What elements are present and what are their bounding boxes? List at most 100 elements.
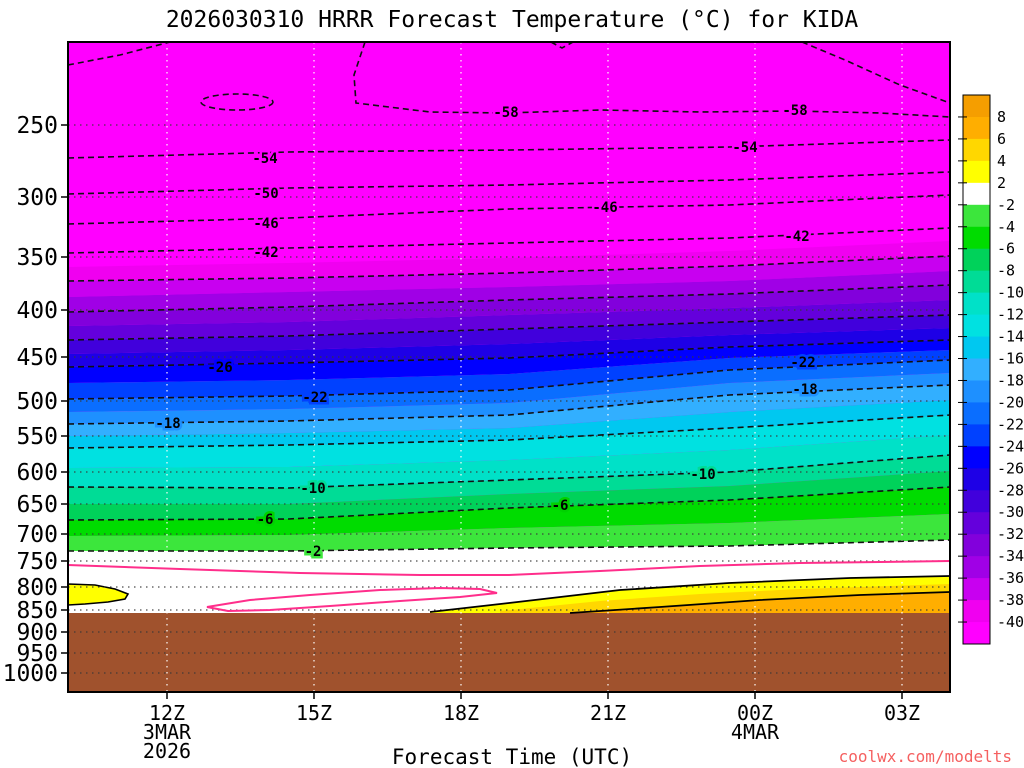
isotherm-line (550, 42, 574, 49)
colorbar-label: -4 (997, 218, 1015, 236)
fill-band (68, 455, 950, 504)
colorbar-segment (963, 95, 990, 118)
isotherm-line (68, 255, 950, 282)
colorbar-segment (963, 424, 990, 447)
contour-label: -22 (302, 390, 327, 406)
x-date-label: 4MAR (731, 720, 780, 744)
colorbar-segment (963, 248, 990, 272)
x-tick-label: 15Z (296, 701, 332, 725)
contour-label: -6 (552, 498, 569, 514)
contour-label: -22 (790, 355, 815, 371)
watermark-link[interactable]: coolwx.com/modelts (838, 747, 1012, 766)
contour-label: -26 (207, 360, 232, 376)
contour-label: -58 (493, 105, 518, 121)
x-tick-label: 21Z (590, 701, 626, 725)
y-tick-label: 250 (16, 113, 58, 139)
isotherm-line (68, 139, 950, 159)
x-tick-label: 12Z (149, 701, 185, 725)
colorbar-segment (963, 512, 990, 535)
colorbar: 8 6 4 2 -2 -4 -6 -8 -10 -12 -14 -16 -18 -20 -22 -24 -26 -… (958, 94, 1024, 645)
isotherm-line (68, 284, 950, 313)
colorbar-segment (963, 182, 990, 206)
isotherm-line (68, 414, 950, 449)
fill-band (68, 487, 950, 536)
isotherm-line-positive (429, 575, 950, 613)
y-tick-label: 550 (16, 424, 58, 450)
contour-label: -50 (253, 186, 278, 202)
freezing-line-pocket (206, 586, 498, 613)
colorbar-segment (963, 490, 990, 513)
ground-fill (68, 613, 950, 692)
contour-label: -18 (792, 382, 817, 398)
x-axis-title: Forecast Time (UTC) (391, 745, 633, 768)
contour-label: -10 (690, 467, 715, 483)
colorbar-segment (963, 204, 990, 228)
y-tick-label: 600 (16, 460, 58, 486)
isotherm-contours (68, 42, 950, 552)
x-tick-label: 00Z (737, 701, 773, 725)
isotherm-line (200, 93, 274, 111)
colorbar-label: -36 (997, 569, 1024, 587)
isotherm-line (68, 171, 950, 195)
contour-label: -54 (732, 140, 757, 156)
colorbar-label: 4 (997, 152, 1006, 170)
contour-label: -6 (257, 512, 274, 528)
colorbar-label: -34 (997, 547, 1024, 565)
y-tick-label: 300 (16, 185, 58, 211)
x-tick-label: 18Z (443, 701, 479, 725)
colorbar-label: -14 (997, 328, 1024, 346)
colorbar-segment (963, 578, 990, 601)
fill-band (68, 271, 950, 312)
warm-lobe-left (68, 583, 130, 606)
contour-label: -42 (253, 245, 278, 261)
isotherm-line-positive (569, 591, 950, 614)
contour-label: -58 (782, 103, 807, 119)
band-6-8C (570, 592, 950, 613)
fill-band (68, 315, 950, 354)
colorbar-segment (963, 358, 990, 381)
y-tick-label: 1000 (3, 661, 58, 687)
colorbar-label: -16 (997, 350, 1024, 368)
isotherm-line (68, 454, 950, 489)
colorbar-label: -6 (997, 240, 1015, 258)
fill-band (68, 514, 950, 551)
y-tick-label: 850 (16, 598, 58, 624)
colorbar-label: -26 (997, 459, 1024, 477)
isotherm-line (68, 314, 950, 341)
colorbar-border (962, 94, 991, 645)
colorbar-label: -40 (997, 613, 1024, 631)
colorbar-label: 6 (997, 130, 1006, 148)
colorbar-segment (963, 622, 990, 645)
colorbar-segment (963, 556, 990, 579)
contour-label: -54 (252, 151, 277, 167)
y-tick-label: 900 (16, 620, 58, 646)
colorbar-segment (963, 600, 990, 623)
colorbar-label: -10 (997, 284, 1024, 302)
colorbar-label: -32 (997, 525, 1024, 543)
colorbar-segment (963, 534, 990, 557)
fill-band (68, 385, 950, 436)
fill-band (68, 400, 950, 448)
colorbar-label: -20 (997, 393, 1024, 411)
fill-band (68, 328, 950, 367)
y-tick-label: 750 (16, 549, 58, 575)
isotherm-line (68, 359, 950, 400)
fill-band (68, 350, 950, 399)
isotherm-line (68, 486, 950, 521)
contour-label: -18 (155, 416, 180, 432)
chart-title: 2026030310 HRRR Forecast Temperature (°C… (165, 7, 859, 33)
colorbar-segment (963, 314, 990, 338)
y-tick-label: 800 (16, 575, 58, 601)
plot-area: -58 -58 -54 -54 -50 -46 -46 -42 -42 -26 -22 -22 -18 -… (68, 42, 950, 692)
y-tick-label: 650 (16, 492, 58, 518)
y-tick-label: 700 (16, 522, 58, 548)
isotherm-line (801, 42, 950, 104)
contour-label: -46 (592, 200, 617, 216)
isotherm-line (68, 227, 950, 254)
fill-band (68, 241, 950, 281)
colorbar-segment (963, 446, 990, 469)
colorbar-label: -30 (997, 503, 1024, 521)
contour-label: -42 (784, 229, 809, 245)
